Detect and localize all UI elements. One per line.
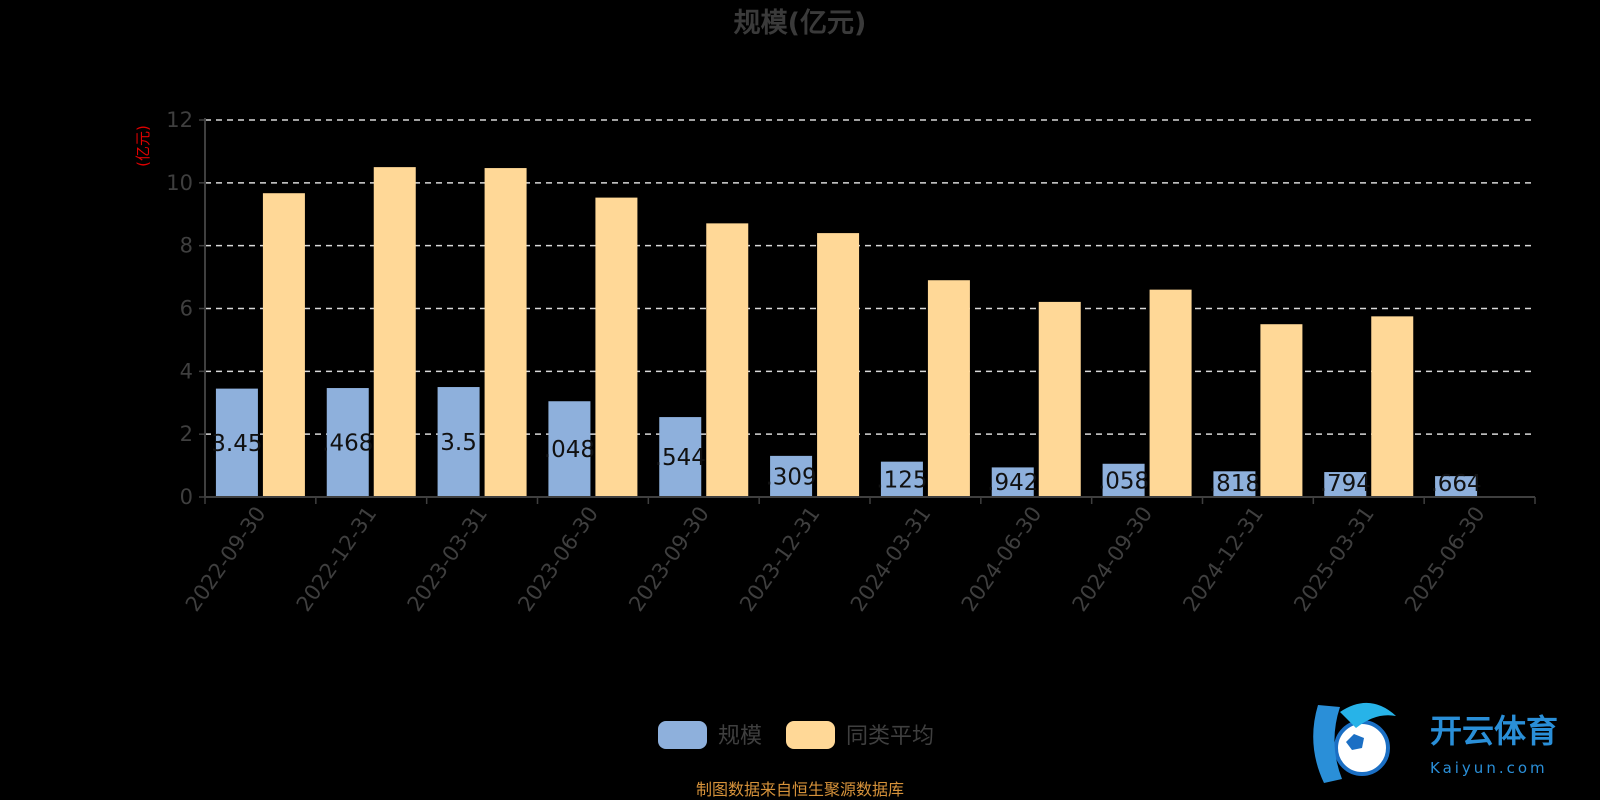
bar-peer-average xyxy=(1149,289,1192,497)
bar-scale xyxy=(1213,471,1256,497)
bar-label-scale: .942 xyxy=(987,470,1038,496)
bar-peer-average xyxy=(1038,301,1081,497)
bars xyxy=(215,167,1478,497)
y-tick-label: 10 xyxy=(166,171,193,195)
bar-scale xyxy=(880,461,923,497)
bar-scale xyxy=(659,417,702,497)
y-axis-unit: (亿元) xyxy=(134,125,152,167)
x-tick-label: 2024-09-30 xyxy=(1068,502,1158,616)
bar-scale xyxy=(326,388,369,497)
x-tick-label: 2023-12-31 xyxy=(735,502,825,616)
bar-scale xyxy=(1102,463,1145,497)
bar-peer-average xyxy=(373,167,416,497)
legend[interactable]: 规模 同类平均 xyxy=(658,721,934,749)
x-tick-label: 2023-09-30 xyxy=(624,502,714,616)
bar-scale xyxy=(437,387,480,497)
bar-scale xyxy=(991,467,1034,497)
chart-title: 规模(亿元) xyxy=(734,8,867,39)
source-note: 制图数据来自恒生聚源数据库 xyxy=(696,780,904,799)
bar-label-scale: 3.5 xyxy=(440,430,477,456)
x-tick-label: 2024-12-31 xyxy=(1178,502,1268,616)
x-tick-label: 2022-09-30 xyxy=(181,502,271,616)
bar-label-scale: .664 xyxy=(1430,471,1481,497)
bar-label-scale: .468 xyxy=(322,431,373,457)
x-tick-label: 2024-03-31 xyxy=(846,502,936,616)
bar-peer-average xyxy=(595,197,638,497)
bar-label-scale: .058 xyxy=(1098,468,1149,494)
bar-label-scale: .544 xyxy=(655,445,706,471)
bar-label-scale: .794 xyxy=(1320,471,1371,497)
x-tick-label: 2025-06-30 xyxy=(1400,502,1490,616)
bar-scale xyxy=(1324,472,1367,497)
y-tick-label: 12 xyxy=(166,108,193,132)
watermark-sub: Kaiyun.com xyxy=(1430,759,1548,777)
grid xyxy=(205,119,1535,435)
y-tick-label: 0 xyxy=(180,485,193,509)
y-tick-label: 2 xyxy=(180,422,193,446)
y-tick-label: 4 xyxy=(180,359,193,383)
bar-labels: 3.45 .468 3.5 .048 .544 .309 .125 .942 .058 .818.… xyxy=(211,430,1481,497)
watermark-main: 开云体育 xyxy=(1430,712,1558,750)
watermark-logo: 开云体育 Kaiyun.com xyxy=(1313,702,1558,783)
bar-scale xyxy=(770,455,813,497)
x-tick-label: 2022-12-31 xyxy=(292,502,382,616)
legend-item[interactable]: 规模 xyxy=(658,721,762,749)
x-tick-label: 2023-03-31 xyxy=(403,502,493,616)
bar-peer-average xyxy=(262,193,305,497)
legend-swatch xyxy=(786,721,835,749)
x-tick-label: 2025-03-31 xyxy=(1289,502,1379,616)
bar-label-scale: .048 xyxy=(544,437,595,463)
bar-peer-average xyxy=(1371,316,1414,497)
bar-scale xyxy=(548,401,591,497)
y-tick-label: 6 xyxy=(180,297,193,321)
bar-label-scale: .309 xyxy=(765,464,816,490)
legend-label: 规模 xyxy=(718,724,762,749)
x-tick-label: 2023-06-30 xyxy=(513,502,603,616)
bar-peer-average xyxy=(1260,324,1303,497)
bar-peer-average xyxy=(927,280,970,497)
legend-label: 同类平均 xyxy=(846,724,934,749)
bar-peer-average xyxy=(484,168,527,497)
bar-label-scale: 3.45 xyxy=(211,431,262,457)
bar-label-scale: .125 xyxy=(876,467,927,493)
y-axis-ticks: 0 2 4 6 8 10 12 xyxy=(166,108,205,509)
bar-scale xyxy=(215,388,258,497)
x-tick-label: 2024-06-30 xyxy=(957,502,1047,616)
legend-swatch xyxy=(658,721,707,749)
legend-item[interactable]: 同类平均 xyxy=(786,721,934,749)
bar-scale xyxy=(1435,476,1478,497)
bar-label-scale: .818 xyxy=(1209,471,1260,497)
bar-peer-average xyxy=(706,223,749,497)
x-axis-ticks: 2022-09-30 2022-12-31 2023-03-31 2023-06-30… xyxy=(181,497,1536,616)
y-tick-label: 8 xyxy=(180,234,193,258)
bar-peer-average xyxy=(817,233,860,497)
